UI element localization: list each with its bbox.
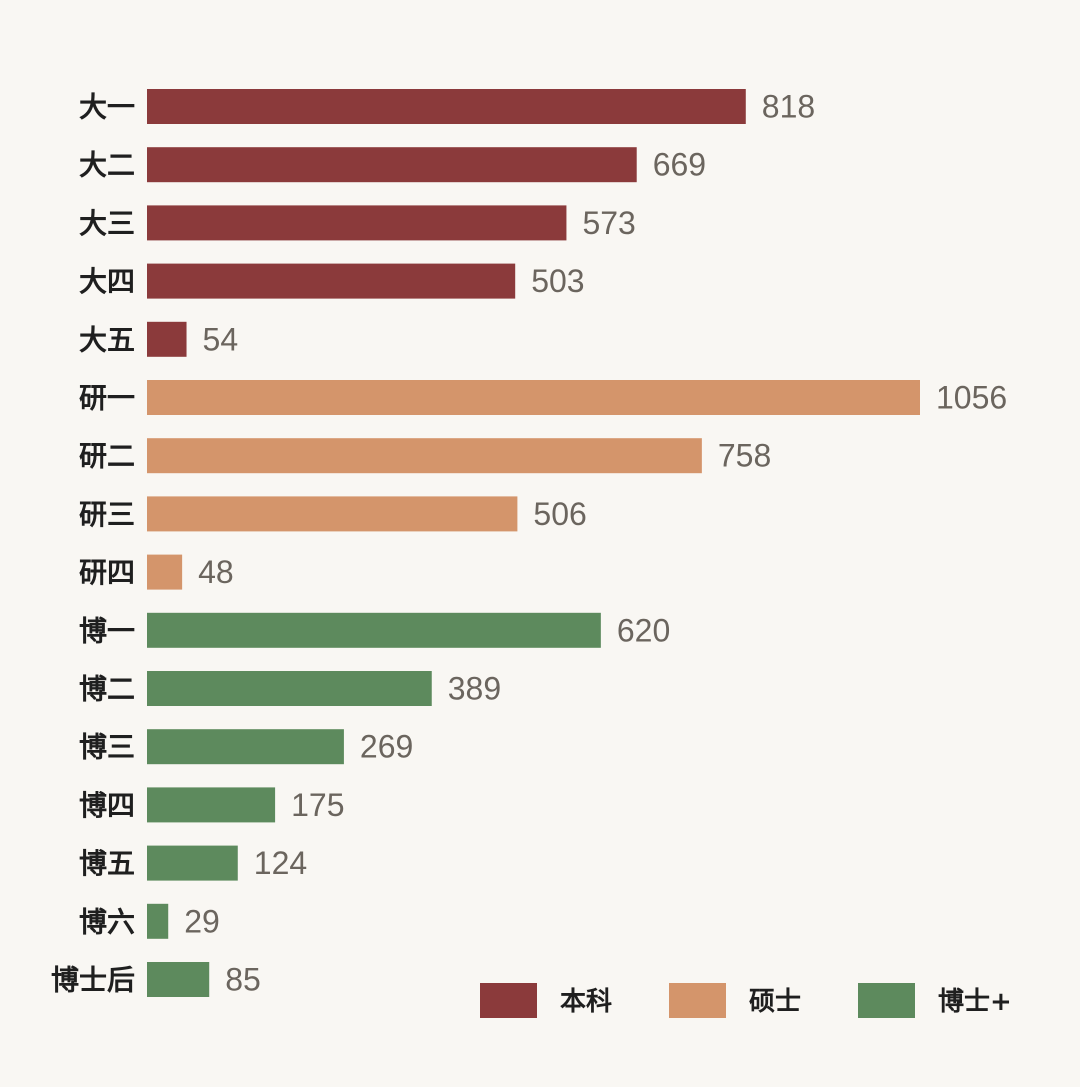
bar: [147, 903, 169, 939]
value-label: 389: [448, 671, 501, 707]
legend-label: 本科: [560, 987, 612, 1017]
value-label: 758: [718, 438, 771, 474]
bar: [147, 263, 516, 299]
bar: [147, 147, 637, 183]
bars-layer: 大一 818 大二 669 大三 573 大四 503 大五 54 研一 1056 研二 758 研三 506…: [51, 89, 1007, 998]
legend-swatch: [669, 983, 726, 1018]
bar: [147, 438, 702, 474]
bar: [147, 962, 210, 997]
category-label: 研二: [79, 440, 135, 473]
category-label: 博四: [79, 789, 135, 822]
bar: [147, 321, 187, 357]
bar: [147, 845, 238, 881]
bar: [147, 380, 920, 415]
value-label: 124: [254, 845, 307, 881]
category-label: 博士后: [51, 964, 135, 997]
category-label: 大一: [79, 91, 135, 124]
category-label: 博六: [79, 905, 135, 938]
bar: [147, 205, 567, 241]
legend-swatch: [480, 983, 537, 1018]
category-label: 博二: [79, 673, 135, 706]
value-label: 29: [184, 903, 220, 939]
category-label: 研三: [79, 498, 135, 531]
value-label: 669: [653, 147, 706, 183]
value-label: 1056: [936, 380, 1007, 416]
legend-label: 硕士: [749, 987, 801, 1017]
legend: 本科 硕士 博士+: [480, 983, 1012, 1018]
value-label: 573: [582, 205, 635, 241]
bar: [147, 612, 601, 648]
bar: [147, 671, 432, 706]
legend-label: 博士+: [938, 987, 1012, 1017]
bar: [147, 496, 518, 532]
category-label: 研一: [79, 382, 135, 415]
category-label: 大三: [79, 207, 135, 240]
bar: [147, 89, 746, 124]
value-label: 85: [225, 962, 261, 998]
category-label: 博一: [79, 614, 135, 647]
value-label: 269: [360, 729, 413, 765]
legend-swatch: [858, 983, 915, 1018]
bar: [147, 554, 183, 590]
value-label: 175: [291, 787, 344, 823]
category-label: 博三: [79, 731, 135, 764]
category-label: 博五: [79, 847, 135, 880]
category-label: 大四: [79, 265, 135, 298]
category-label: 研四: [79, 556, 135, 589]
category-label: 大五: [79, 323, 135, 356]
value-label: 54: [203, 321, 239, 357]
value-label: 503: [531, 263, 584, 299]
value-label: 818: [762, 89, 815, 125]
value-label: 620: [617, 612, 670, 648]
category-label: 大二: [79, 149, 135, 182]
value-label: 506: [533, 496, 586, 532]
bar: [147, 787, 276, 823]
value-label: 48: [198, 554, 234, 590]
bar: [147, 729, 344, 765]
